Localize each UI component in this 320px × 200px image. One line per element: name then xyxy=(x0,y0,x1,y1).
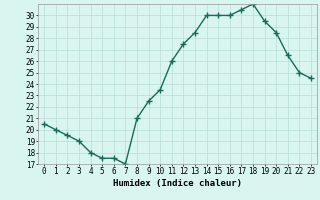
X-axis label: Humidex (Indice chaleur): Humidex (Indice chaleur) xyxy=(113,179,242,188)
